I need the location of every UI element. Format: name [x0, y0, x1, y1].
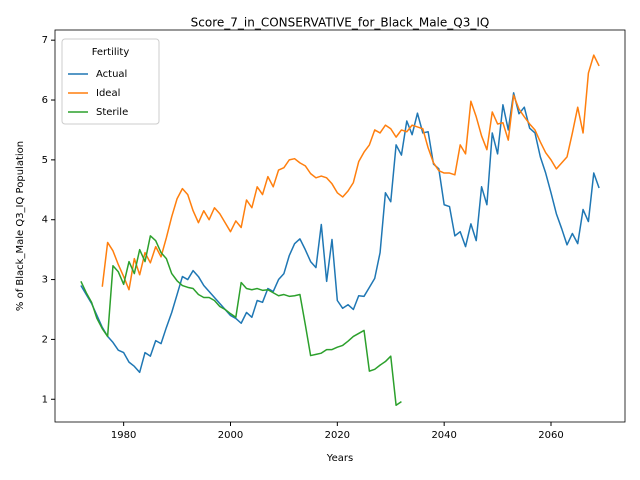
x-tick-label: 1980	[111, 430, 136, 441]
y-tick-label: 5	[42, 155, 48, 166]
y-tick-label: 3	[42, 275, 48, 286]
series-line	[101, 54, 600, 291]
x-tick-label: 2000	[218, 430, 243, 441]
x-tick-label: 2060	[538, 430, 563, 441]
y-tick-label: 1	[42, 394, 48, 405]
x-tick-label: 2020	[325, 430, 350, 441]
y-axis-label: % of Black_Male Q3_IQ Population	[15, 141, 26, 311]
x-axis-label: Years	[326, 453, 353, 464]
y-tick-label: 2	[42, 334, 48, 345]
chart-title: Score_7_in_CONSERVATIVE_for_Black_Male_Q…	[191, 16, 490, 30]
legend-label: Sterile	[96, 107, 128, 118]
legend-title: Fertility	[92, 47, 130, 58]
plot-frame	[54, 29, 626, 423]
legend-label: Actual	[96, 69, 127, 80]
series-line	[80, 92, 600, 374]
y-tick-label: 4	[42, 215, 48, 226]
x-tick-label: 2040	[431, 430, 456, 441]
y-tick-label: 7	[42, 35, 48, 46]
legend-box	[61, 38, 160, 125]
series-line	[80, 235, 402, 406]
y-tick-label: 6	[42, 95, 48, 106]
legend-label: Ideal	[96, 88, 120, 99]
